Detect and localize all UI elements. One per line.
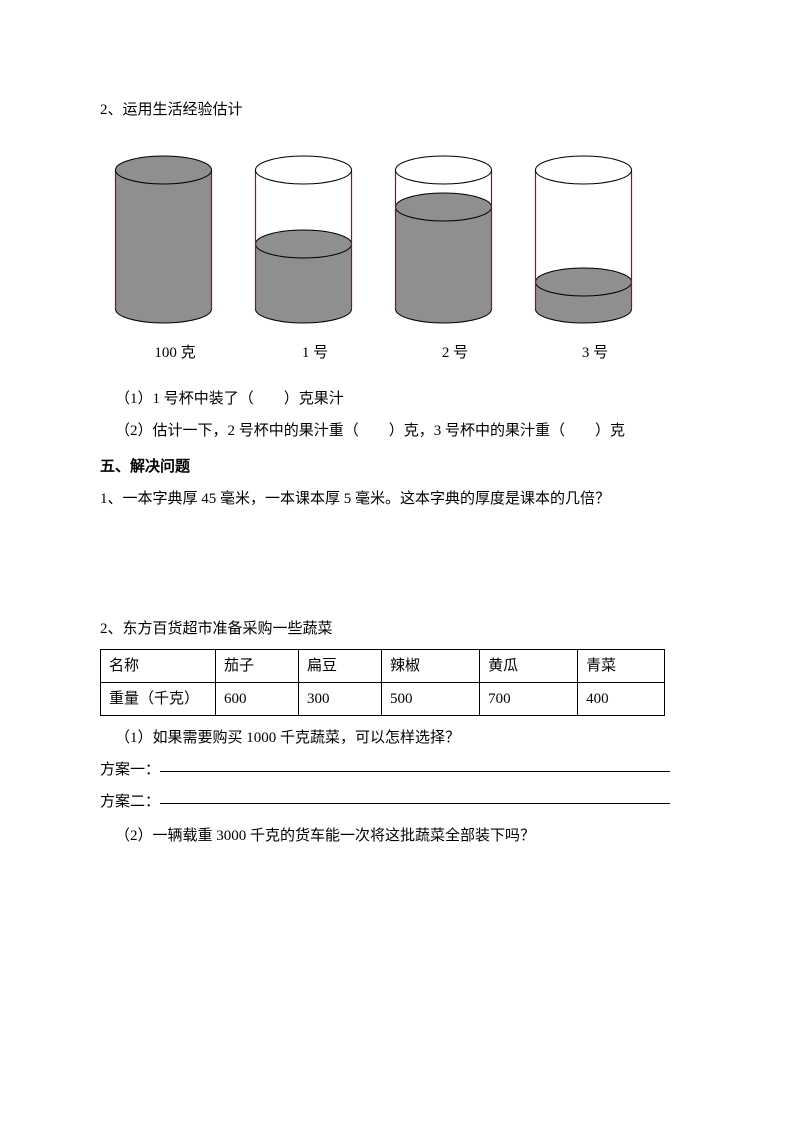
- problem-2-sub-1: （1）如果需要购买 1000 千克蔬菜，可以怎样选择？: [100, 726, 700, 750]
- vegetable-table: 名称茄子扁豆辣椒黄瓜青菜 重量（千克）600300500700400: [100, 649, 665, 716]
- table-cell: 300: [299, 683, 382, 716]
- q2-title: 2、运用生活经验估计: [100, 98, 700, 122]
- cylinder-row: [108, 152, 700, 327]
- table-cell: 茄子: [216, 650, 299, 683]
- cylinder-labels: 100 克 1 号 2 号 3 号: [120, 341, 700, 365]
- cylinder-label-0: 100 克: [120, 341, 230, 365]
- plan-2-line: 方案二：: [100, 790, 700, 814]
- cylinder-1: [248, 152, 358, 327]
- table-cell: 700: [480, 683, 578, 716]
- cylinder-3: [528, 152, 638, 327]
- table-cell: 辣椒: [381, 650, 479, 683]
- problem-1: 1、一本字典厚 45 毫米，一本课本厚 5 毫米。这本字典的厚度是课本的几倍？: [100, 487, 700, 511]
- plan-2-label: 方案二：: [100, 794, 160, 810]
- plan-2-blank: [160, 803, 670, 804]
- cylinder-label-3: 3 号: [540, 341, 650, 365]
- table-cell: 黄瓜: [480, 650, 578, 683]
- table-cell: 青菜: [578, 650, 665, 683]
- table-cell: 500: [381, 683, 479, 716]
- cylinder-0: [108, 152, 218, 327]
- cylinder-2: [388, 152, 498, 327]
- q2-sub-1: （1）1 号杯中装了（ ）克果汁: [100, 387, 700, 411]
- spacer: [100, 519, 700, 609]
- table-cell: 扁豆: [299, 650, 382, 683]
- cylinder-label-1: 1 号: [260, 341, 370, 365]
- plan-1-line: 方案一：: [100, 758, 700, 782]
- table-cell: 名称: [101, 650, 216, 683]
- q2-sub-2: （2）估计一下，2 号杯中的果汁重（ ）克，3 号杯中的果汁重（ ）克: [100, 419, 700, 443]
- cylinder-label-2: 2 号: [400, 341, 510, 365]
- problem-2-sub-2: （2）一辆载重 3000 千克的货车能一次将这批蔬菜全部装下吗？: [100, 824, 700, 848]
- plan-1-blank: [160, 771, 670, 772]
- plan-1-label: 方案一：: [100, 762, 160, 778]
- table-cell: 重量（千克）: [101, 683, 216, 716]
- problem-2-intro: 2、东方百货超市准备采购一些蔬菜: [100, 617, 700, 641]
- section-5-heading: 五、解决问题: [100, 455, 700, 479]
- table-cell: 600: [216, 683, 299, 716]
- table-cell: 400: [578, 683, 665, 716]
